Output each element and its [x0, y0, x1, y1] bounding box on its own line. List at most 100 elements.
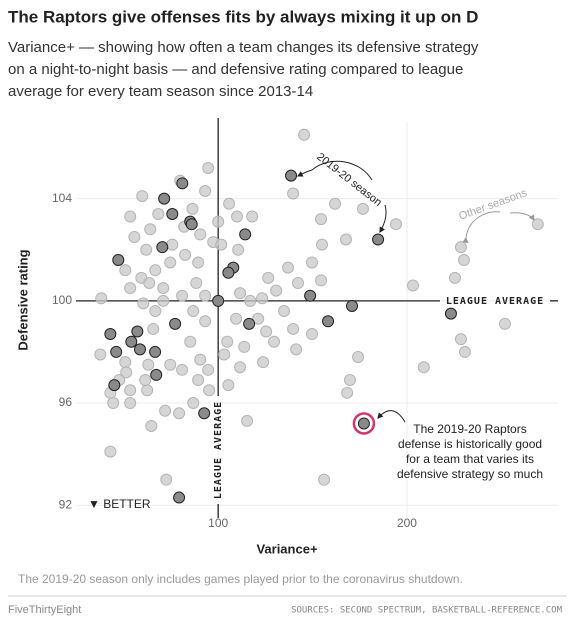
- point: [246, 210, 259, 223]
- point: [341, 386, 354, 399]
- point: [202, 161, 215, 174]
- point: [199, 315, 212, 328]
- point: [260, 325, 273, 338]
- point: [390, 218, 403, 231]
- point: [149, 264, 162, 277]
- arrow: [462, 211, 501, 244]
- x-tick-label: 100: [208, 516, 228, 530]
- point: [221, 335, 234, 348]
- point: [305, 328, 318, 341]
- point: [454, 241, 467, 254]
- point: [124, 384, 137, 397]
- arrow: [509, 212, 535, 221]
- point: [202, 363, 215, 376]
- point: [290, 343, 303, 356]
- y-tick-label: 100: [52, 293, 72, 307]
- y-axis-label: Defensive rating: [15, 249, 30, 350]
- point: [239, 228, 252, 241]
- point: [222, 379, 235, 392]
- point: [160, 473, 173, 486]
- point: [270, 284, 283, 297]
- point: [107, 397, 120, 410]
- point: [282, 261, 295, 274]
- y-tick-label: 104: [52, 191, 72, 205]
- annotation: ▼ BETTER: [88, 497, 151, 511]
- point: [124, 397, 137, 410]
- reference-label: LEAGUE AVERAGE: [446, 296, 544, 307]
- point: [352, 351, 365, 364]
- point: [112, 253, 125, 266]
- point: [104, 328, 117, 341]
- point: [141, 384, 154, 397]
- point: [192, 374, 205, 387]
- point: [230, 312, 243, 325]
- point: [252, 312, 265, 325]
- reference-label: LEAGUE AVERAGE: [213, 401, 224, 499]
- point: [173, 407, 186, 420]
- point: [454, 333, 467, 346]
- point: [262, 271, 275, 284]
- point: [287, 322, 300, 335]
- point: [131, 325, 144, 338]
- point: [238, 340, 251, 353]
- y-tick-label: 92: [59, 497, 73, 511]
- point: [124, 282, 137, 295]
- point: [407, 279, 420, 292]
- point: [120, 366, 133, 379]
- point: [531, 218, 544, 231]
- point: [150, 368, 163, 381]
- point: [190, 276, 203, 289]
- point: [173, 491, 186, 504]
- point: [139, 374, 152, 387]
- point: [136, 190, 149, 203]
- point: [104, 445, 117, 458]
- point: [140, 243, 153, 256]
- point: [232, 243, 245, 256]
- point: [185, 218, 198, 231]
- point: [192, 256, 205, 269]
- point: [166, 207, 179, 220]
- point: [218, 348, 231, 361]
- arrow: [377, 410, 406, 423]
- plot: 92 96 100 104 100 200 LEAGUE AVERAGE LEAGUE AVE…: [52, 118, 558, 530]
- point: [231, 210, 244, 223]
- point: [215, 238, 228, 251]
- point: [212, 294, 225, 307]
- point: [144, 223, 157, 236]
- point: [498, 317, 511, 330]
- point: [95, 292, 108, 305]
- point: [268, 335, 281, 348]
- y-tick-label: 96: [59, 395, 73, 409]
- point: [187, 397, 200, 410]
- point: [119, 356, 132, 369]
- point: [176, 177, 189, 190]
- point: [292, 276, 305, 289]
- point: [158, 192, 171, 205]
- point: [125, 335, 138, 348]
- brand: FiveThirtyEight: [8, 604, 81, 616]
- annotation: 2019-20 season: [314, 151, 384, 209]
- point: [159, 404, 172, 417]
- point: [318, 473, 331, 486]
- point: [164, 358, 177, 371]
- annotation: defense is historically good: [398, 437, 542, 451]
- point: [243, 317, 256, 330]
- point: [156, 241, 169, 254]
- arrow: [379, 204, 387, 234]
- point: [199, 289, 212, 302]
- point: [256, 292, 269, 305]
- subtitle: average for every team season since 2013…: [8, 83, 313, 100]
- point: [157, 294, 170, 307]
- point: [458, 345, 471, 358]
- point: [94, 348, 107, 361]
- point: [448, 271, 461, 284]
- arrow: [311, 160, 373, 181]
- point: [157, 282, 170, 295]
- x-axis-label: Variance+: [256, 541, 317, 556]
- point: [316, 238, 328, 251]
- point: [257, 356, 270, 369]
- point: [234, 361, 247, 374]
- point: [194, 353, 207, 366]
- point: [145, 420, 158, 433]
